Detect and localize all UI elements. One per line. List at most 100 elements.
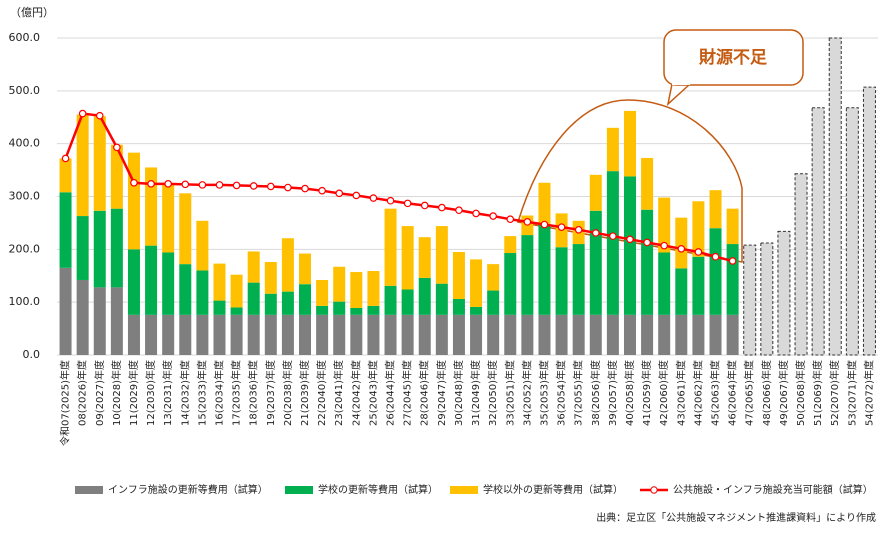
bar xyxy=(401,289,414,315)
bar xyxy=(401,226,414,290)
bar xyxy=(367,305,380,315)
bar xyxy=(435,226,448,284)
bar xyxy=(675,314,688,355)
callout-tail xyxy=(666,83,691,107)
legend-swatch xyxy=(75,486,103,494)
bar xyxy=(452,314,465,355)
bar xyxy=(59,192,72,268)
x-tick-label: 22(2040)年度 xyxy=(315,360,328,426)
bar xyxy=(760,242,774,356)
bar xyxy=(572,244,585,315)
line-marker xyxy=(472,209,480,218)
x-tick-label: 54(2072)年度 xyxy=(862,360,875,426)
bar xyxy=(487,264,500,291)
y-tick-label: 0.0 xyxy=(23,348,41,361)
bar xyxy=(76,216,89,280)
line-marker xyxy=(386,196,395,205)
line-marker xyxy=(643,238,651,247)
x-tick-label: 43(2061)年度 xyxy=(674,360,687,426)
bar xyxy=(299,314,312,355)
line-marker xyxy=(574,225,583,234)
bar xyxy=(367,270,380,306)
line-marker xyxy=(591,229,600,237)
bar xyxy=(145,167,158,246)
bar xyxy=(93,287,106,355)
bar xyxy=(538,314,551,355)
x-tick-label: 40(2058)年度 xyxy=(623,360,636,426)
bar xyxy=(692,256,705,315)
line-marker xyxy=(352,191,361,200)
bar xyxy=(316,305,329,315)
line-marker xyxy=(147,180,155,188)
x-tick-label: 42(2060)年度 xyxy=(657,360,670,426)
x-tick-label: 09(2027)年度 xyxy=(93,360,106,426)
bar xyxy=(179,314,192,355)
bar xyxy=(213,300,226,315)
bar xyxy=(487,290,500,315)
bar xyxy=(230,314,243,355)
bar xyxy=(350,307,363,315)
bar xyxy=(658,314,671,355)
bar xyxy=(162,314,175,355)
line-marker xyxy=(369,194,378,202)
bar xyxy=(658,197,671,253)
bar xyxy=(59,158,72,193)
line-marker xyxy=(438,203,446,212)
bar xyxy=(213,263,226,301)
bar xyxy=(794,173,808,356)
bar xyxy=(350,314,363,355)
bar xyxy=(333,314,346,355)
bar xyxy=(641,157,654,210)
x-tick-label: 33(2051)年度 xyxy=(503,360,516,426)
bar xyxy=(777,230,791,356)
line-marker xyxy=(301,184,309,193)
x-tick-label: 51(2069)年度 xyxy=(811,360,824,426)
bar xyxy=(555,247,568,315)
bar xyxy=(367,314,380,355)
bar xyxy=(247,314,260,355)
bar xyxy=(110,144,123,209)
x-tick-label: 12(2030)年度 xyxy=(144,360,157,426)
bar xyxy=(179,264,192,315)
bar xyxy=(196,220,209,271)
bar xyxy=(623,176,636,315)
bar xyxy=(281,238,294,292)
line-marker xyxy=(489,212,497,220)
x-tick-label: 32(2050)年度 xyxy=(486,360,499,426)
line-marker xyxy=(164,180,172,188)
bar xyxy=(641,209,654,315)
bar xyxy=(418,277,431,315)
bar xyxy=(606,171,619,315)
bar xyxy=(726,208,739,245)
line-marker xyxy=(540,220,549,229)
bar xyxy=(145,314,158,355)
bar xyxy=(264,262,277,294)
x-tick-label: 18(2036)年度 xyxy=(247,360,260,426)
line-marker xyxy=(660,241,668,250)
bar xyxy=(521,235,534,315)
bar xyxy=(538,182,551,225)
annotation: 財源不足 xyxy=(698,47,767,68)
bar xyxy=(675,268,688,315)
line-marker xyxy=(215,181,224,189)
x-tick-label: 15(2033)年度 xyxy=(195,360,208,426)
bar xyxy=(76,279,89,355)
bar xyxy=(692,201,705,257)
x-tick-label: 49(2067)年度 xyxy=(777,360,790,426)
bar xyxy=(196,314,209,355)
bar xyxy=(709,314,722,355)
bar xyxy=(504,253,517,315)
y-tick-label: 200.0 xyxy=(9,242,41,255)
bar xyxy=(401,314,414,355)
bar xyxy=(606,127,619,172)
x-tick-label: 29(2047)年度 xyxy=(435,360,448,426)
bar xyxy=(281,314,294,355)
line-marker xyxy=(694,248,703,256)
bar xyxy=(521,314,534,355)
legend-label: 学校以外の更新等費用（試算） xyxy=(483,483,623,496)
bar xyxy=(316,279,329,306)
x-tick-label: 52(2070)年度 xyxy=(828,360,841,426)
bar xyxy=(418,314,431,355)
bar xyxy=(862,86,876,356)
line-marker xyxy=(677,245,686,253)
